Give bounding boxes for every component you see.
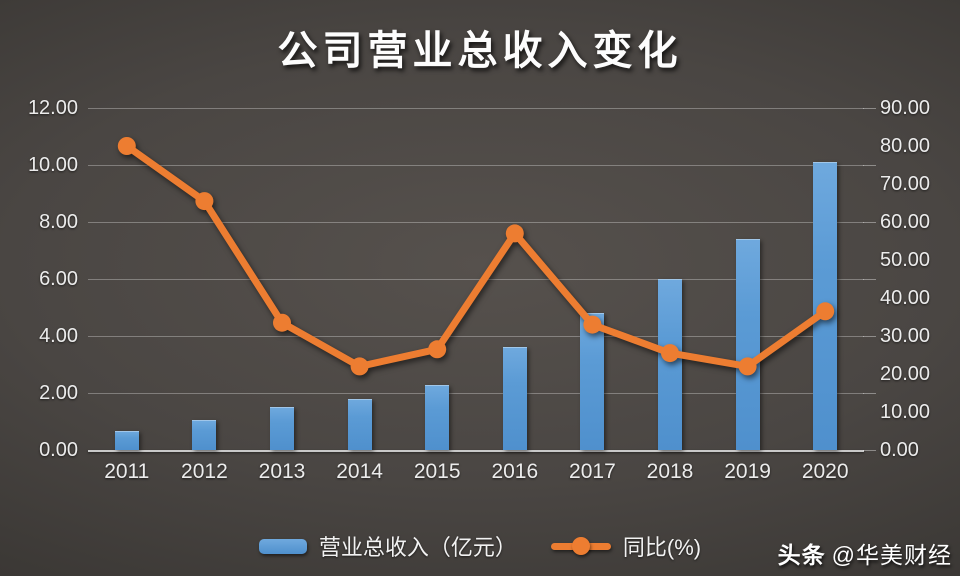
right-axis-tick xyxy=(863,165,876,166)
legend-item-yoy: 同比(%) xyxy=(550,530,702,562)
x-axis-category-label: 2014 xyxy=(336,460,383,483)
x-axis-category-label: 2019 xyxy=(724,460,771,483)
right-axis-tick xyxy=(863,336,876,337)
yoy-marker-2020 xyxy=(816,302,835,321)
legend: 营业总收入（亿元） 同比(%) xyxy=(0,528,960,564)
x-axis-category-label: 2016 xyxy=(491,460,539,483)
left-axis-tick-label: 10.00 xyxy=(27,154,78,176)
right-axis-tick xyxy=(863,450,876,451)
x-axis-category-label: 2015 xyxy=(413,460,461,483)
right-axis-tick-label: 50.00 xyxy=(880,249,931,271)
right-axis-tick-label: 20.00 xyxy=(880,363,931,385)
x-axis-category-label: 2013 xyxy=(258,460,306,483)
right-axis-tick-label: 80.00 xyxy=(880,135,931,157)
revenue-bar-2018 xyxy=(658,279,682,450)
yoy-marker-2017 xyxy=(583,315,602,334)
revenue-bar-2012 xyxy=(192,420,217,450)
left-axis-tick-label: 8.00 xyxy=(39,211,78,233)
gridline xyxy=(88,279,864,280)
gridline xyxy=(88,393,864,394)
revenue-bar-2013 xyxy=(270,407,294,450)
plot-area xyxy=(88,108,864,452)
right-axis-tick-label: 30.00 xyxy=(880,325,931,347)
yoy-marker-2014 xyxy=(350,357,369,376)
right-axis-tick-label: 90.00 xyxy=(880,97,931,119)
x-axis-category-label: 2018 xyxy=(646,460,694,483)
revenue-bar-2017 xyxy=(580,313,605,450)
left-axis-tick-label: 2.00 xyxy=(39,382,78,404)
yoy-marker-2015 xyxy=(428,340,447,359)
right-axis-tick xyxy=(863,279,876,280)
right-axis-tick-label: 10.00 xyxy=(880,401,931,423)
right-axis-tick-label: 70.00 xyxy=(880,173,931,195)
left-axis-tick-label: 12.00 xyxy=(27,97,78,119)
left-axis-tick-label: 4.00 xyxy=(39,325,78,347)
bar-series-swatch-icon xyxy=(258,538,307,554)
right-axis-tick-label: 0.00 xyxy=(880,439,919,461)
x-axis-line xyxy=(88,450,864,452)
right-axis-tick xyxy=(863,393,876,394)
watermark-handle: @华美财经 xyxy=(831,542,952,568)
gridline xyxy=(88,165,864,166)
x-axis-category-label: 2020 xyxy=(801,460,849,483)
yoy-marker-2019 xyxy=(738,357,757,376)
right-axis-tick-label: 60.00 xyxy=(880,211,931,233)
yoy-marker-2011 xyxy=(117,137,136,155)
left-axis-tick-label: 0.00 xyxy=(39,439,78,461)
yoy-line xyxy=(123,142,829,370)
yoy-marker-2018 xyxy=(661,344,679,363)
x-axis-category-label: 2012 xyxy=(181,460,228,483)
watermark: 头条 @华美财经 xyxy=(778,536,952,570)
line-series-swatch-icon xyxy=(550,537,611,555)
revenue-bar-2014 xyxy=(347,398,372,450)
legend-item-revenue: 营业总收入（亿元） xyxy=(258,530,517,562)
revenue-bar-2019 xyxy=(735,239,760,450)
legend-label-revenue: 营业总收入（亿元） xyxy=(318,535,517,560)
gridline xyxy=(88,336,864,337)
yoy-marker-2013 xyxy=(273,313,291,332)
watermark-brand: 头条 xyxy=(777,542,826,568)
yoy-marker-2012 xyxy=(195,192,214,211)
yoy-marker-2016 xyxy=(505,224,524,243)
right-axis-tick xyxy=(863,222,876,223)
revenue-bar-2015 xyxy=(425,384,450,450)
chart-title: 公司营业总收入变化 xyxy=(277,27,683,74)
legend-label-yoy: 同比(%) xyxy=(622,535,702,560)
right-axis-tick-label: 40.00 xyxy=(880,287,931,309)
line-series-layer xyxy=(117,137,835,376)
gridline xyxy=(88,222,864,223)
revenue-bar-2016 xyxy=(502,347,527,450)
x-axis-category-label: 2017 xyxy=(569,460,616,483)
right-axis-tick xyxy=(863,108,876,109)
gridline xyxy=(88,108,864,109)
left-axis-tick-label: 6.00 xyxy=(39,268,78,290)
x-axis-category-label: 2011 xyxy=(104,460,150,483)
revenue-bar-2011 xyxy=(114,430,139,450)
